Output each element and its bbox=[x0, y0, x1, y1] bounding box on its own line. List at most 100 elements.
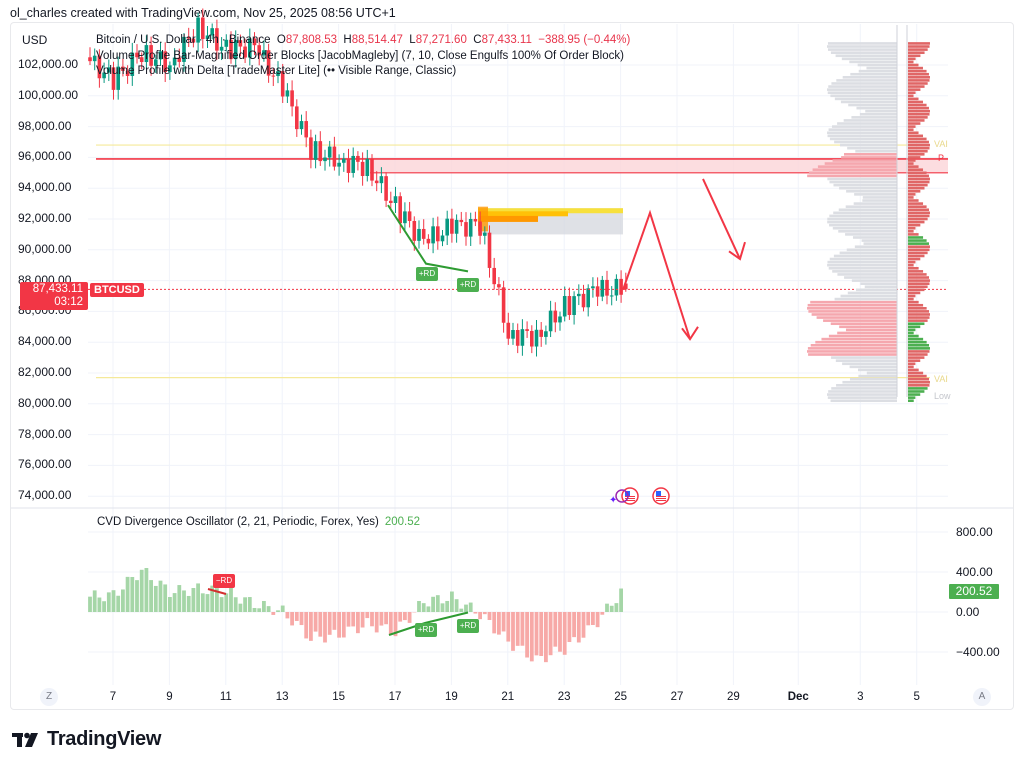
candle-body bbox=[210, 28, 214, 36]
volume-profile-bar bbox=[829, 214, 897, 218]
oscillator-bar bbox=[341, 612, 346, 638]
divergence-badge-price-1[interactable]: +RD bbox=[416, 267, 438, 281]
candle-body bbox=[248, 38, 252, 58]
volume-delta-bar bbox=[908, 214, 930, 218]
volume-delta-bar bbox=[908, 54, 921, 58]
time-axis-label: 3 bbox=[857, 691, 864, 703]
volume-delta-bar bbox=[908, 76, 930, 79]
candle-body bbox=[379, 176, 384, 184]
oscillator-axis-label: 800.00 bbox=[956, 525, 993, 539]
divergence-badge-osc-2[interactable]: +RD bbox=[457, 619, 479, 633]
volume-delta-bar bbox=[908, 353, 928, 356]
oscillator-bar bbox=[205, 594, 210, 612]
oscillator-bar bbox=[492, 612, 497, 634]
divergence-badge-osc-bear[interactable]: −RD bbox=[213, 574, 235, 588]
oscillator-bar bbox=[182, 590, 186, 612]
oscillator-bar bbox=[417, 601, 421, 612]
volume-profile-bar bbox=[836, 79, 897, 82]
volume-profile-bar bbox=[837, 122, 897, 125]
oscillator-axis-label: −400.00 bbox=[956, 645, 1000, 659]
oscillator-bar bbox=[139, 569, 144, 612]
symbol-legend-row[interactable]: Bitcoin / U.S. Dollar · 4h · Binance O87… bbox=[96, 34, 631, 46]
oscillator-axis-label: 0.00 bbox=[956, 605, 980, 619]
divergence-badge-osc-1[interactable]: +RD bbox=[415, 623, 437, 637]
oscillator-bar bbox=[121, 589, 125, 612]
volume-delta-bar bbox=[908, 125, 916, 128]
volume-profile-bar bbox=[827, 177, 897, 181]
volume-delta-bar bbox=[908, 285, 928, 289]
oscillator-bar bbox=[130, 576, 135, 612]
us-flag-stripe bbox=[656, 500, 666, 501]
candle-body bbox=[205, 35, 210, 39]
oscillator-bar bbox=[426, 606, 431, 612]
oscillator-legend[interactable]: CVD Divergence Oscillator (2, 21, Period… bbox=[97, 516, 420, 528]
volume-profile-bar bbox=[847, 291, 897, 295]
oscillator-bar bbox=[262, 600, 266, 612]
volume-profile-bar bbox=[810, 300, 897, 304]
volume-delta-bar bbox=[908, 82, 928, 85]
volume-profile-bar bbox=[857, 368, 897, 372]
volume-delta-bar bbox=[908, 359, 921, 362]
zoom-reset-button[interactable]: Z bbox=[40, 688, 58, 706]
auto-scale-button[interactable]: A bbox=[973, 688, 991, 706]
volume-profile-bar bbox=[807, 347, 897, 350]
oscillator-bar bbox=[356, 612, 360, 634]
volume-delta-bar bbox=[908, 316, 930, 319]
oscillator-bar bbox=[567, 612, 572, 643]
volume-profile-bar bbox=[812, 168, 897, 172]
oscillator-bar bbox=[539, 612, 544, 656]
volume-delta-bar bbox=[908, 42, 930, 45]
volume-profile-bar bbox=[854, 193, 897, 196]
last-price-tag: 87,433.11 03:12 bbox=[20, 282, 88, 310]
indicator-legend-volume-profile[interactable]: Volume Profile with Delta [TradeMaster L… bbox=[96, 65, 457, 77]
time-axis[interactable]: Z A 7 9 11 13 15 17 19 21 23 25 27 29 Dec 3 5 bbox=[10, 686, 1014, 708]
tradingview-logo-icon bbox=[12, 732, 38, 747]
candle-body bbox=[342, 158, 346, 163]
candle-body bbox=[229, 39, 233, 60]
volume-delta-bar bbox=[908, 57, 916, 61]
candle-body bbox=[266, 50, 271, 76]
volume-delta-bar bbox=[908, 119, 925, 122]
oscillator-bar bbox=[478, 612, 482, 620]
open-value: 87,808.53 bbox=[285, 34, 338, 46]
volume-profile-bar bbox=[858, 374, 897, 378]
candle-body bbox=[591, 286, 595, 289]
divergence-badge-price-2[interactable]: +RD bbox=[457, 278, 479, 292]
oscillator-bar bbox=[421, 603, 426, 612]
candle-body bbox=[97, 55, 102, 79]
candle-body bbox=[567, 296, 572, 315]
volume-delta-bar bbox=[908, 202, 924, 205]
time-axis-label: 19 bbox=[444, 691, 458, 703]
candle-body bbox=[295, 106, 299, 130]
volume-profile-bar bbox=[832, 270, 897, 273]
volume-profile-bar bbox=[844, 153, 897, 156]
candle-body bbox=[121, 66, 125, 71]
candle-body bbox=[511, 330, 515, 339]
us-flag-stripe bbox=[625, 500, 635, 501]
oscillator-value-tag: 200.52 bbox=[949, 584, 999, 599]
oscillator-title: CVD Divergence Oscillator (2, 21, Period… bbox=[97, 516, 379, 528]
volume-delta-bar bbox=[908, 334, 919, 338]
time-axis-label: 29 bbox=[726, 691, 740, 703]
volume-profile-bar bbox=[834, 140, 897, 144]
volume-profile-bar bbox=[829, 223, 897, 227]
candle-body bbox=[262, 50, 266, 56]
volume-profile-bar bbox=[827, 220, 897, 224]
order-block-yellow bbox=[478, 208, 623, 214]
candle-body bbox=[403, 211, 407, 224]
bar-countdown: 03:12 bbox=[54, 296, 83, 308]
time-axis-label: 13 bbox=[275, 691, 289, 703]
candle-body bbox=[468, 218, 473, 237]
volume-profile-bar bbox=[863, 242, 897, 245]
order-block-core bbox=[478, 206, 488, 232]
volume-profile-bar bbox=[850, 72, 897, 76]
currency-label[interactable]: USD bbox=[22, 33, 48, 47]
volume-profile-bar bbox=[841, 156, 897, 159]
indicator-legend-order-blocks[interactable]: Volume Profile Bar-Magnified Order Block… bbox=[96, 49, 624, 62]
volume-delta-bar bbox=[908, 263, 914, 267]
volume-profile-bar bbox=[849, 365, 897, 369]
candle-body bbox=[323, 157, 327, 162]
oscillator-bar bbox=[168, 597, 172, 612]
close-value: 87,433.11 bbox=[481, 34, 532, 46]
